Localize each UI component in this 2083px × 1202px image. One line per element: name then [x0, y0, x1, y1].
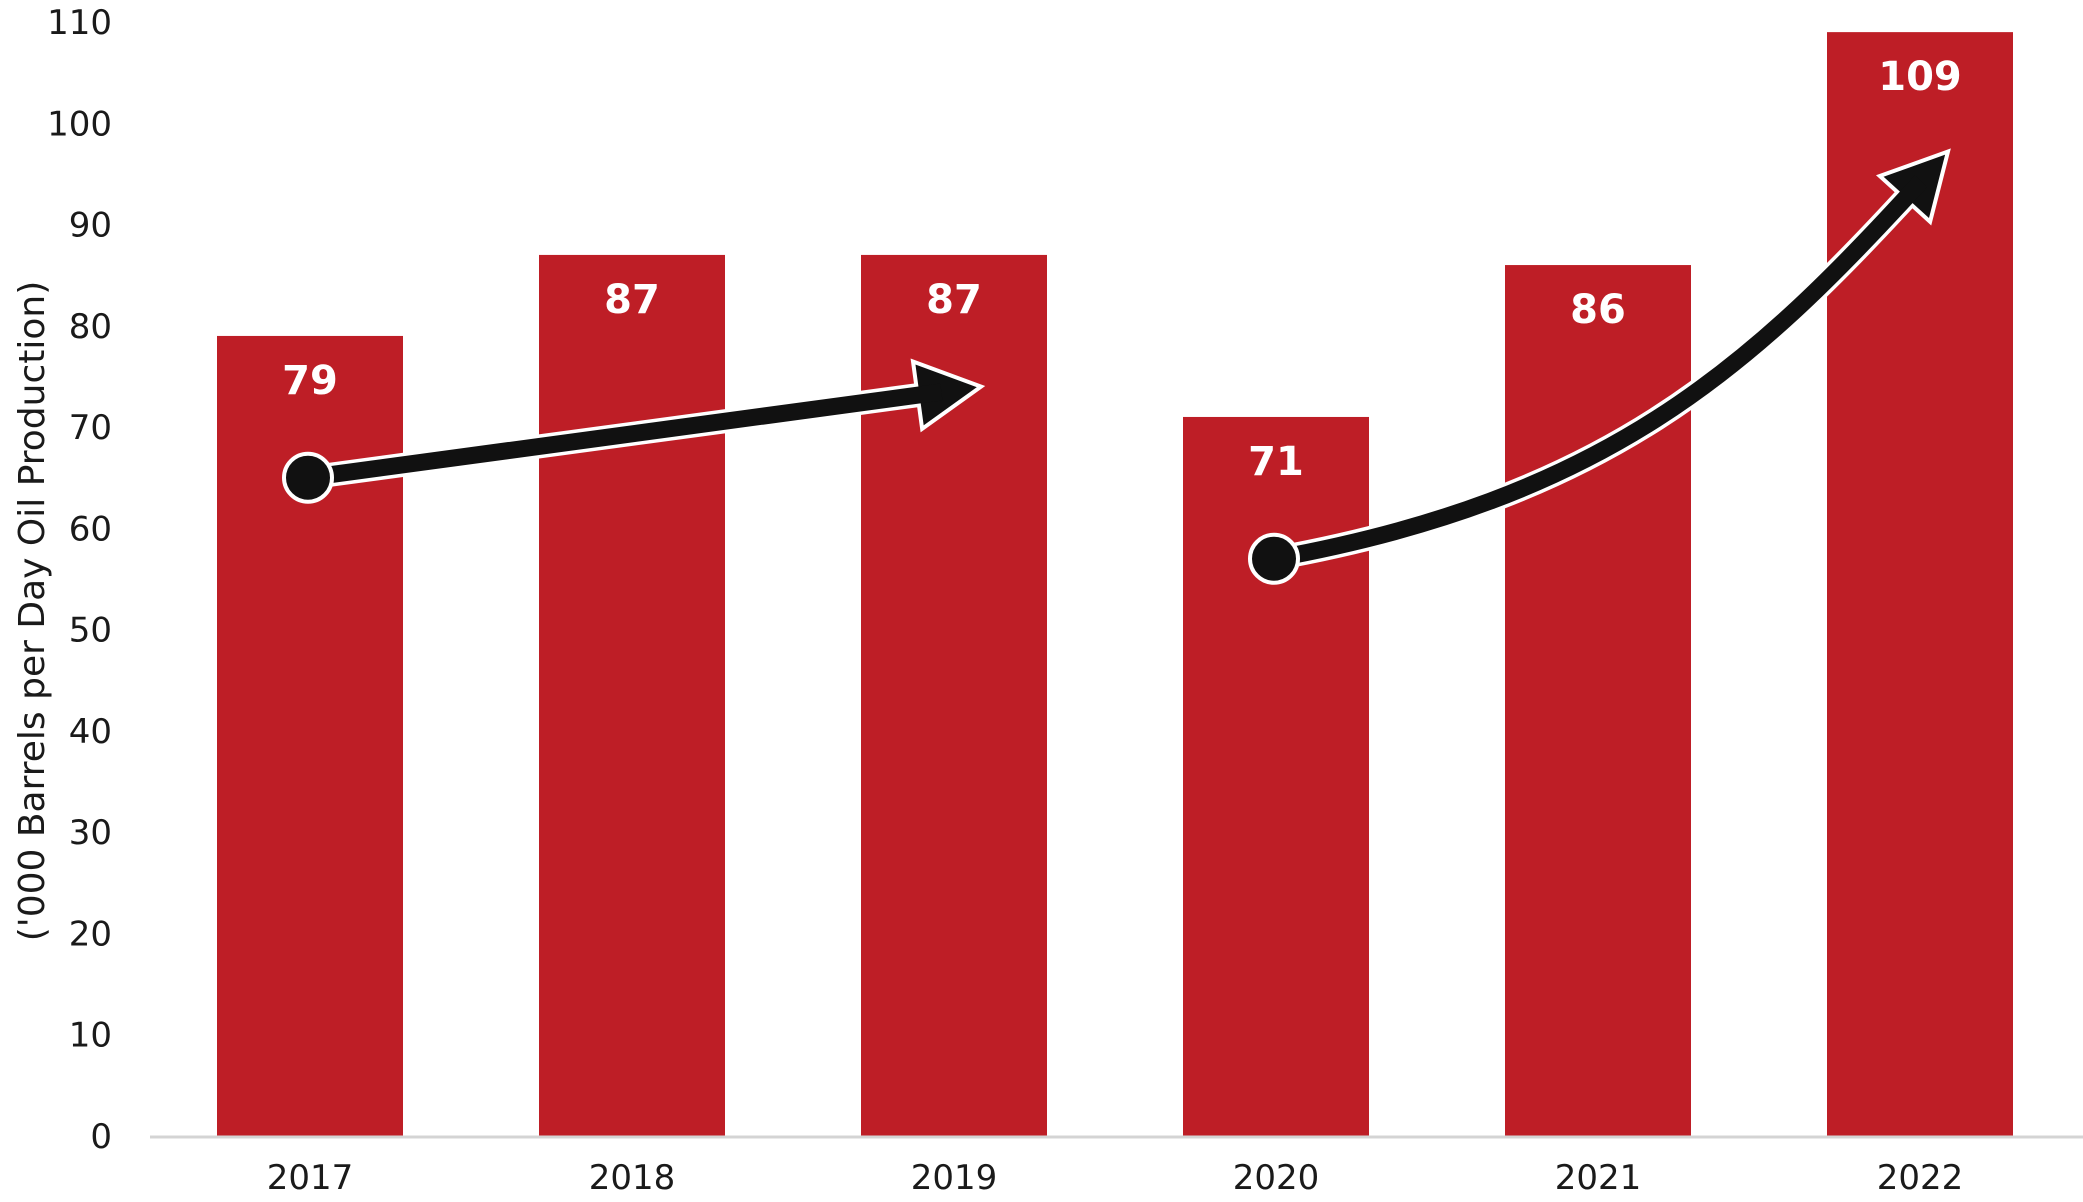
trend-arrows — [282, 148, 1951, 585]
y-tick-label: 100 — [47, 104, 112, 144]
bar — [1827, 32, 2013, 1136]
bar — [1183, 416, 1369, 1136]
y-tick-label: 10 — [69, 1016, 112, 1056]
x-tick-label: 2017 — [267, 1158, 354, 1198]
x-tick-label: 2018 — [589, 1158, 676, 1198]
y-tick-label: 40 — [69, 712, 112, 752]
y-axis-ticks: 0 10 20 30 40 50 60 70 80 90 100 110 — [47, 3, 112, 1157]
x-tick-label: 2022 — [1877, 1158, 1964, 1198]
x-axis-labels: 2017 2018 2019 2020 2021 2022 — [267, 1158, 1964, 1198]
y-axis-title: ('000 Barrels per Day Oil Production) — [12, 281, 53, 942]
data-label: 109 — [1878, 54, 1962, 100]
x-tick-label: 2019 — [911, 1158, 998, 1198]
y-tick-label: 110 — [47, 3, 112, 43]
data-label: 86 — [1570, 287, 1626, 333]
y-tick-label: 20 — [69, 914, 112, 954]
y-tick-label: 70 — [69, 408, 112, 448]
bar — [539, 254, 725, 1137]
data-label: 79 — [282, 358, 338, 404]
data-labels: 79 87 87 71 86 109 — [282, 54, 1962, 485]
bar — [1505, 265, 1691, 1136]
x-tick-label: 2021 — [1555, 1158, 1642, 1198]
trend-arrow — [282, 358, 986, 504]
arrow-start-dot — [282, 451, 334, 504]
y-tick-label: 50 — [69, 611, 112, 651]
y-tick-label: 30 — [69, 813, 112, 853]
y-tick-label: 80 — [69, 307, 112, 347]
trend-arrow — [1248, 148, 1951, 585]
y-tick-label: 60 — [69, 509, 112, 549]
x-tick-label: 2020 — [1233, 1158, 1320, 1198]
arrow-start-dot — [1248, 532, 1300, 585]
bars — [217, 32, 2013, 1137]
y-tick-label: 90 — [69, 206, 112, 246]
data-label: 87 — [604, 277, 660, 323]
y-tick-label: 0 — [90, 1117, 112, 1157]
data-label: 87 — [926, 277, 982, 323]
data-label: 71 — [1248, 439, 1304, 485]
